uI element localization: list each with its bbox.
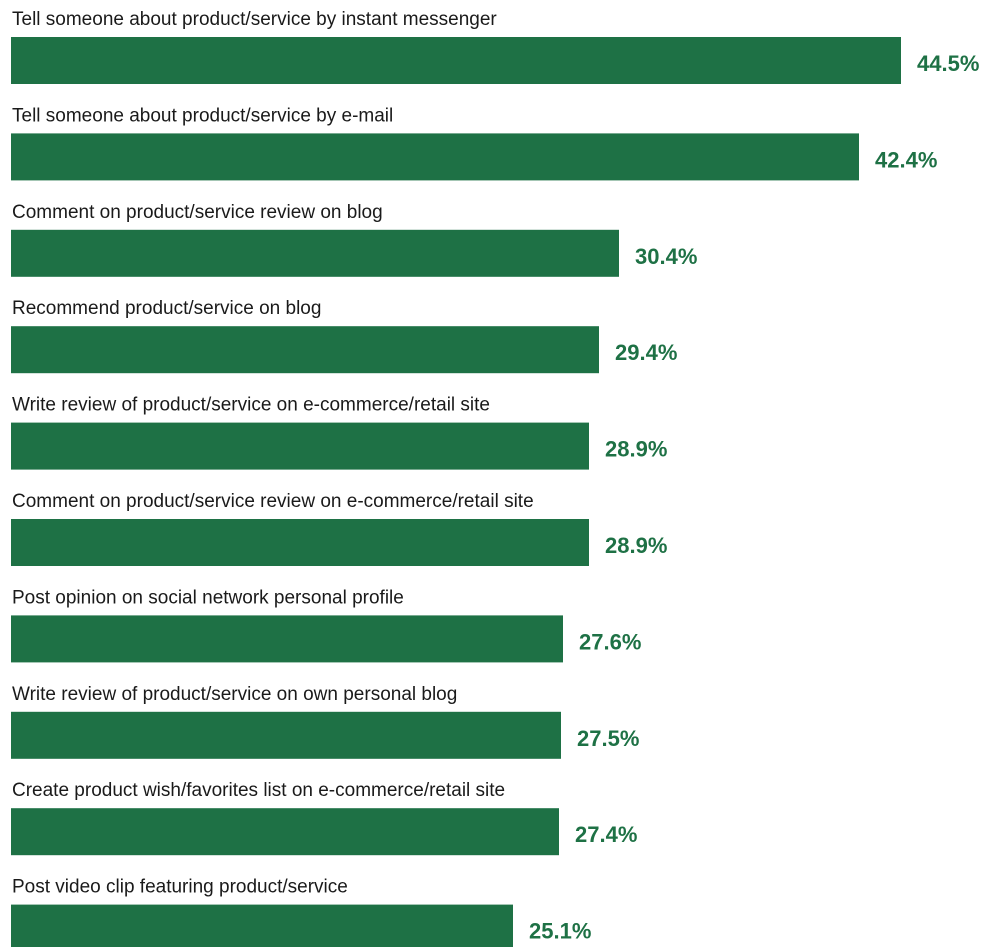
category-label: Write review of product/service on own p… (12, 684, 457, 705)
bar (11, 519, 589, 566)
bar (11, 422, 589, 470)
value-label: 29.4% (615, 340, 677, 365)
bar-row: Comment on product/service review on e-c… (11, 491, 667, 566)
category-label: Post video clip featuring product/servic… (12, 877, 348, 898)
category-label: Write review of product/service on e-com… (12, 395, 490, 416)
bar-row: Tell someone about product/service by e-… (11, 105, 937, 181)
value-label: 25.1% (529, 919, 591, 944)
category-label: Recommend product/service on blog (12, 298, 321, 319)
category-label: Tell someone about product/service by in… (12, 9, 497, 30)
value-label: 44.5% (917, 51, 979, 76)
value-label: 42.4% (875, 147, 937, 172)
bar (11, 37, 901, 84)
bar (11, 711, 561, 759)
value-label: 30.4% (635, 244, 697, 269)
value-label: 27.6% (579, 629, 641, 654)
category-label: Post opinion on social network personal … (12, 587, 404, 608)
chart-rows: Tell someone about product/service by in… (11, 9, 979, 947)
bar (11, 229, 619, 277)
value-label: 27.5% (577, 726, 639, 751)
category-label: Comment on product/service review on e-c… (12, 491, 534, 512)
category-label: Tell someone about product/service by e-… (12, 105, 393, 126)
bar-row: Post opinion on social network personal … (11, 587, 641, 663)
value-label: 28.9% (605, 533, 667, 558)
value-label: 27.4% (575, 822, 637, 847)
bar-row: Tell someone about product/service by in… (11, 9, 979, 84)
bar (11, 904, 513, 947)
category-label: Comment on product/service review on blo… (12, 202, 383, 223)
bar-row: Create product wish/favorites list on e-… (11, 780, 637, 856)
bar-row: Write review of product/service on e-com… (11, 395, 667, 470)
bar-row: Recommend product/service on blog 29.4% (11, 298, 677, 374)
bar (11, 615, 563, 663)
bar-row: Comment on product/service review on blo… (11, 202, 697, 277)
bar (11, 326, 599, 374)
bar-row: Post video clip featuring product/servic… (11, 877, 591, 947)
bar (11, 808, 559, 856)
bar-row: Write review of product/service on own p… (11, 684, 639, 759)
bar (11, 133, 859, 181)
value-label: 28.9% (605, 437, 667, 462)
category-label: Create product wish/favorites list on e-… (12, 780, 505, 801)
